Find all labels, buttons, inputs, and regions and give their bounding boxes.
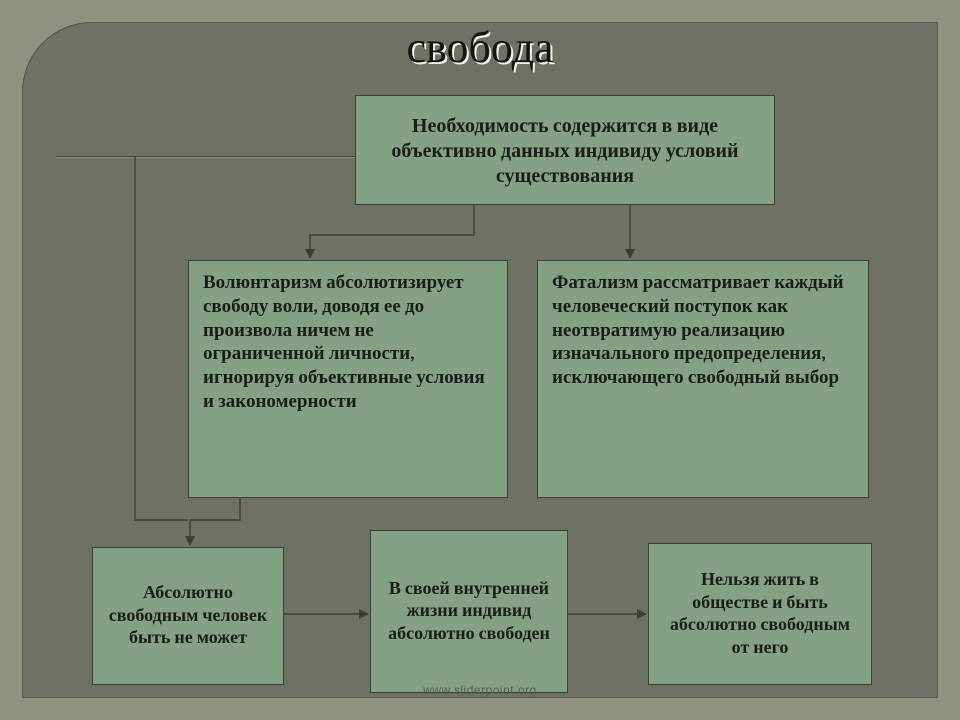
node-necessity: Необходимость содержится в виде объектив… <box>355 95 775 205</box>
node-society-not-free: Нельзя жить в обществе и быть абсолютно … <box>648 543 872 685</box>
node-text: Необходимость содержится в виде объектив… <box>370 113 760 188</box>
node-voluntarism: Волюнтаризм абсолютизирует свободу воли,… <box>188 260 508 498</box>
slide: свобода свобода Необходимость содержится… <box>0 0 960 720</box>
node-text: Абсолютно свободным человек быть не може… <box>107 582 269 650</box>
node-text: Волюнтаризм абсолютизирует свободу воли,… <box>203 271 493 414</box>
slide-title: свобода свобода <box>0 22 960 73</box>
node-not-absolutely-free: Абсолютно свободным человек быть не може… <box>92 547 284 685</box>
node-text: В своей внутренней жизни индивид абсолют… <box>385 578 553 646</box>
node-text: Нельзя жить в обществе и быть абсолютно … <box>663 569 857 659</box>
slide-title-front: свобода <box>406 22 553 73</box>
footer-text: www.sliderpoint.org <box>423 683 537 697</box>
footer-watermark: www.sliderpoint.org <box>0 683 960 697</box>
node-inner-life-free: В своей внутренней жизни индивид абсолют… <box>370 530 568 693</box>
node-text: Фатализм рассматривает каждый человеческ… <box>552 271 854 390</box>
node-fatalism: Фатализм рассматривает каждый человеческ… <box>537 260 869 498</box>
